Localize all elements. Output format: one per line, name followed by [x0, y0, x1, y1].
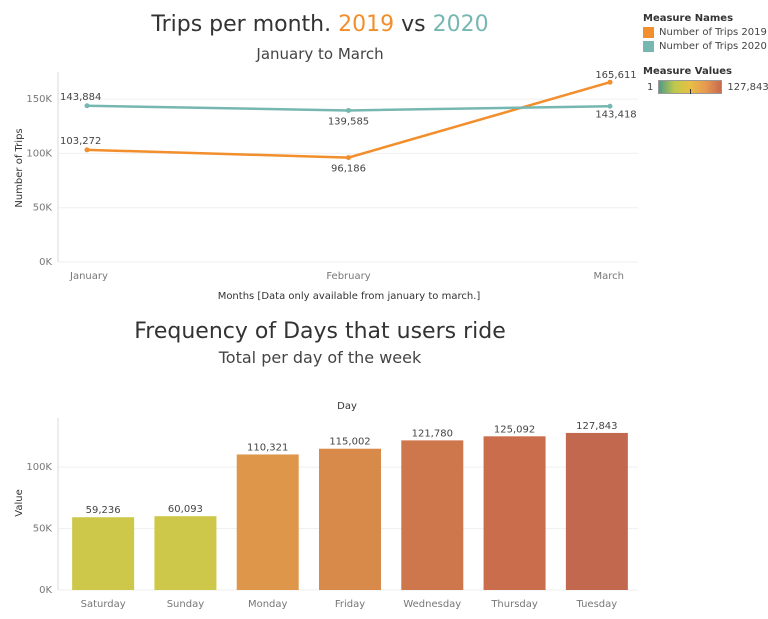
bar-value-label: 127,843	[576, 421, 617, 432]
line-chart-y-tick: 0K	[39, 257, 52, 268]
chart1-title-prefix: Trips per month.	[151, 12, 332, 37]
legend-swatch-2019	[643, 27, 654, 38]
bar-value-label: 60,093	[168, 504, 203, 515]
legend-swatch-2020	[643, 41, 654, 52]
chart1-subtitle: January to March	[256, 45, 384, 63]
bar-chart-y-tick: 0K	[39, 585, 52, 596]
data-point	[346, 107, 351, 113]
bar-chart-y-tick: 100K	[26, 462, 52, 473]
bar-chart-top-label: Day	[337, 401, 357, 412]
line-chart-y-tick: 100K	[26, 148, 52, 159]
bar-chart-y-tick: 50K	[33, 524, 53, 535]
line-chart-y-axis-label: Number of Trips	[14, 128, 25, 207]
color-gradient	[658, 80, 723, 94]
data-label: 139,585	[328, 116, 369, 127]
bar-value-label: 59,236	[86, 505, 121, 516]
line-chart-x-tick: March	[594, 271, 624, 282]
line-chart-x-axis-label: Months [Data only available from january…	[218, 291, 481, 302]
legend-values-title: Measure Values	[643, 66, 732, 77]
color-scale-max: 127,843	[727, 81, 768, 93]
line-chart-x-tick: February	[326, 271, 370, 282]
data-point	[607, 103, 613, 109]
line-chart: Number of Trips Months [Data only availa…	[14, 70, 638, 302]
color-scale-min: 1	[647, 81, 654, 93]
bar-tuesday	[565, 432, 628, 590]
bar-chart-x-tick: Monday	[248, 599, 288, 610]
bar-chart-x-tick: Wednesday	[403, 599, 461, 610]
legend-label-2020: Number of Trips 2020	[659, 41, 767, 52]
data-label: 103,272	[60, 136, 101, 147]
data-point	[84, 147, 90, 153]
bar-wednesday	[401, 440, 464, 590]
bar-sunday	[154, 516, 217, 590]
bar-chart-x-tick: Sunday	[167, 599, 204, 610]
legend-item-2020[interactable]: Number of Trips 2020	[643, 41, 767, 52]
data-label: 143,884	[60, 92, 101, 103]
chart1-title-year-2019: 2019	[338, 12, 395, 37]
chart1-title-vs: vs	[401, 12, 426, 37]
line-chart-y-tick: 150K	[26, 94, 52, 105]
bar-value-label: 110,321	[247, 442, 288, 453]
bar-chart-y-axis-label: Value	[14, 489, 25, 516]
data-label: 143,418	[595, 109, 636, 120]
data-label: 96,186	[331, 164, 366, 175]
line-chart-x-tick: January	[69, 271, 108, 282]
bar-chart: Day Value 0K 50K 100K 59,236 Saturday 60,093…	[14, 401, 638, 610]
legend-item-2019[interactable]: Number of Trips 2019	[643, 27, 767, 38]
bar-chart-x-tick: Thursday	[490, 599, 538, 610]
legend-names-title: Measure Names	[643, 13, 734, 24]
chart1-title-year-2020: 2020	[432, 12, 489, 37]
bar-saturday	[72, 517, 135, 590]
legend-label-2019: Number of Trips 2019	[659, 27, 767, 38]
bar-friday	[319, 448, 381, 590]
bar-thursday	[483, 436, 546, 590]
bar-value-label: 125,092	[494, 424, 535, 435]
bar-chart-x-tick: Friday	[335, 599, 365, 610]
data-label: 165,611	[595, 70, 636, 81]
data-point	[84, 103, 90, 109]
line-chart-y-tick: 50K	[33, 203, 53, 214]
chart2-title: Frequency of Days that users ride	[134, 319, 506, 344]
data-point	[607, 79, 613, 85]
bar-value-label: 121,780	[412, 428, 453, 439]
data-point	[346, 155, 351, 161]
chart1-title: Trips per month. 2019 vs 2020	[60, 12, 580, 37]
color-scale: 1 127,843	[647, 80, 768, 94]
chart2-subtitle: Total per day of the week	[218, 348, 422, 367]
legend: Measure Names Number of Trips 2019 Numbe…	[643, 13, 767, 52]
bar-chart-x-tick: Tuesday	[576, 599, 618, 610]
bar-chart-x-tick: Saturday	[81, 599, 126, 610]
bar-monday	[236, 454, 299, 590]
bar-value-label: 115,002	[329, 437, 370, 448]
